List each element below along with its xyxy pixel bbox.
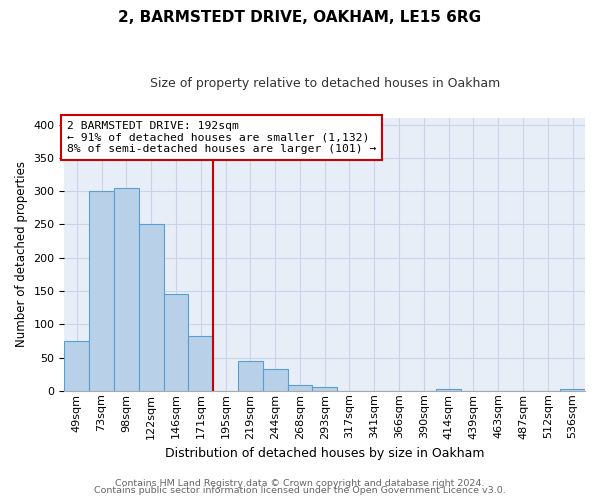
- Bar: [263, 370, 287, 391]
- Text: Contains HM Land Registry data © Crown copyright and database right 2024.: Contains HM Land Registry data © Crown c…: [115, 478, 485, 488]
- Bar: [560, 390, 585, 391]
- Bar: [64, 341, 89, 391]
- Title: Size of property relative to detached houses in Oakham: Size of property relative to detached ho…: [149, 78, 500, 90]
- Bar: [164, 294, 188, 391]
- Bar: [238, 362, 263, 391]
- Bar: [89, 191, 114, 391]
- X-axis label: Distribution of detached houses by size in Oakham: Distribution of detached houses by size …: [165, 447, 484, 460]
- Bar: [188, 336, 213, 391]
- Bar: [114, 188, 139, 391]
- Text: Contains public sector information licensed under the Open Government Licence v3: Contains public sector information licen…: [94, 486, 506, 495]
- Text: 2, BARMSTEDT DRIVE, OAKHAM, LE15 6RG: 2, BARMSTEDT DRIVE, OAKHAM, LE15 6RG: [118, 10, 482, 25]
- Bar: [313, 387, 337, 391]
- Text: 2 BARMSTEDT DRIVE: 192sqm
← 91% of detached houses are smaller (1,132)
8% of sem: 2 BARMSTEDT DRIVE: 192sqm ← 91% of detac…: [67, 121, 376, 154]
- Bar: [287, 385, 313, 391]
- Y-axis label: Number of detached properties: Number of detached properties: [15, 162, 28, 348]
- Bar: [139, 224, 164, 391]
- Bar: [436, 390, 461, 391]
